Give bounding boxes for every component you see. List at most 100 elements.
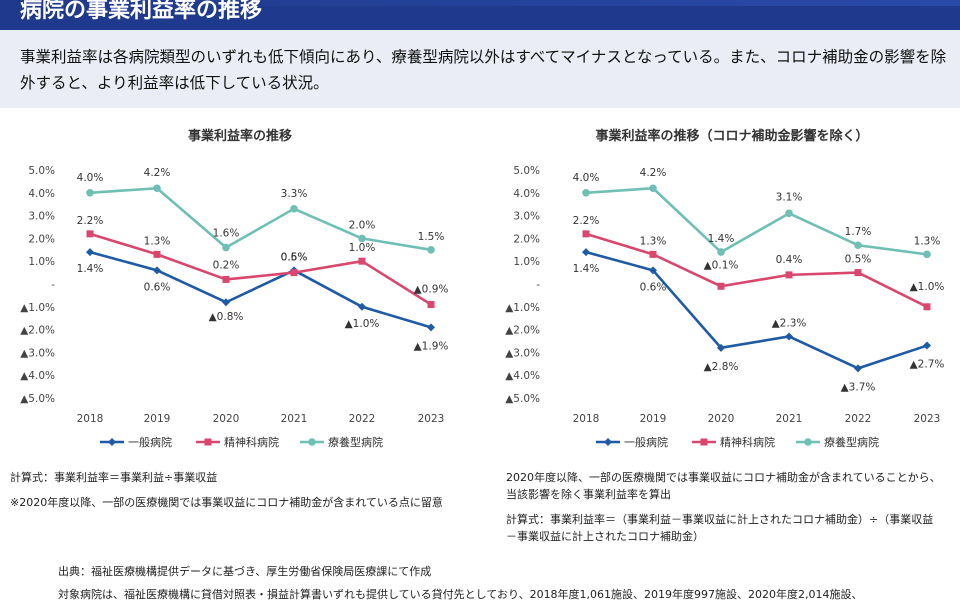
chart-2-data-label: ▲2.8% xyxy=(704,361,739,373)
chart-1-data-point xyxy=(222,243,230,252)
chart-1-ytick-label: - xyxy=(51,279,55,291)
chart-2-data-label: 0.6% xyxy=(640,281,667,293)
chart-2-data-label: 1.7% xyxy=(845,226,872,238)
chart-2-legend-marker xyxy=(700,438,708,446)
right-formula-line2: －事業収益に計上されたコロナ補助金） xyxy=(506,530,704,543)
chart-1-ytick-label: ▲2.0% xyxy=(20,325,55,337)
chart-1-data-point xyxy=(358,302,366,311)
chart-2-ytick-label: 1.0% xyxy=(513,256,540,268)
chart-2-data-label: 1.3% xyxy=(914,235,941,247)
chart-1-legend-label: 一般病院 xyxy=(128,435,172,449)
chart-2-xtick-label: 2021 xyxy=(776,413,803,425)
chart-2-data-label: ▲1.0% xyxy=(910,281,945,293)
chart-2-ytick-label: ▲2.0% xyxy=(505,325,540,337)
chart-2-title: 事業利益率の推移（コロナ補助金影響を除く） xyxy=(595,128,868,144)
chart-2-data-point xyxy=(923,250,931,259)
chart-2-series-line xyxy=(585,186,928,256)
chart-2-ytick-label: ▲3.0% xyxy=(505,347,540,359)
left-formula: 計算式：事業利益率＝事業利益÷事業収益 xyxy=(10,471,218,484)
chart-2-ytick-label: ▲5.0% xyxy=(505,393,540,405)
left-note: ※2020年度以降、一部の医療機関では事業収益にコロナ補助金が含まれている点に留… xyxy=(10,496,443,509)
chart-1-data-label: ▲1.0% xyxy=(345,318,380,330)
chart-1-title: 事業利益率の推移 xyxy=(188,128,292,144)
chart-2-data-point xyxy=(785,271,793,279)
chart-2-data-label: ▲2.7% xyxy=(910,359,945,371)
chart-1-data-label: 4.0% xyxy=(77,172,104,184)
chart-2-series-line xyxy=(585,250,928,370)
page-title: 病院の事業利益率の推移 xyxy=(20,0,263,23)
chart-1-data-point xyxy=(358,257,366,265)
chart-1-series-line xyxy=(89,186,432,252)
chart-2-series-line xyxy=(585,232,928,308)
chart-2-xtick-label: 2019 xyxy=(640,413,667,425)
chart-1-data-label: 0.5% xyxy=(281,252,308,264)
chart-1-data-label: 3.3% xyxy=(281,188,308,200)
chart-2-xtick-label: 2022 xyxy=(845,413,872,425)
chart-2-xtick-label: 2020 xyxy=(708,413,735,425)
chart-2-xtick-label: 2023 xyxy=(914,413,941,425)
chart-2-ytick-label: 3.0% xyxy=(513,211,540,223)
chart-2-data-label: 0.4% xyxy=(776,254,803,266)
chart-1-data-point xyxy=(427,301,435,309)
chart-1-xtick-label: 2020 xyxy=(213,413,240,425)
chart-2-data-point xyxy=(582,248,590,257)
chart-1-data-point xyxy=(427,323,435,332)
chart-1-ytick-label: 2.0% xyxy=(28,233,55,245)
chart-2-legend-label: 精神科病院 xyxy=(720,435,775,449)
chart-1-ytick-label: 4.0% xyxy=(28,188,55,200)
chart-1-data-label: 0.2% xyxy=(213,259,240,271)
chart-1-ytick-label: ▲4.0% xyxy=(20,370,55,382)
chart-1-xtick-label: 2022 xyxy=(349,413,376,425)
chart-2-ytick-label: 2.0% xyxy=(513,233,540,245)
chart-2-data-label: ▲0.1% xyxy=(704,259,739,271)
chart-1-xtick-label: 2019 xyxy=(144,413,171,425)
chart-1-data-label: ▲1.9% xyxy=(414,340,449,352)
chart-2-ytick-label: - xyxy=(536,279,540,291)
chart-1-data-label: ▲0.8% xyxy=(209,311,244,323)
right-formula-line1: 計算式：事業利益率＝（事業利益－事業収益に計上されたコロナ補助金）÷（事業収益 xyxy=(506,513,934,526)
chart-1-legend-label: 精神科病院 xyxy=(224,435,279,449)
summary-text: 事業利益率は各病院類型のいずれも低下傾向にあり、療養型病院以外はすべてマイナスと… xyxy=(20,48,947,92)
target-note: 対象病院は、福祉医療機構に貸借対照表・損益計算書いずれも提供している貸付先として… xyxy=(58,588,863,601)
right-note-line2: 当該影響を除く事業利益率を算出 xyxy=(506,488,671,501)
chart-1-data-label: 1.5% xyxy=(418,231,445,243)
chart-1-data-point xyxy=(153,184,161,193)
chart-2-data-point xyxy=(649,184,657,193)
chart-2-data-point xyxy=(785,332,793,341)
chart-2-legend-marker xyxy=(604,438,612,446)
chart-1-xtick-label: 2023 xyxy=(418,413,445,425)
chart-1-data-label: 0.6% xyxy=(144,281,171,293)
chart-1-data-label: ▲0.9% xyxy=(414,284,449,296)
chart-1-data-label: 2.2% xyxy=(77,215,104,227)
chart-1-data-point xyxy=(222,275,230,283)
chart-1-ytick-label: 5.0% xyxy=(28,165,55,177)
chart-2-data-point xyxy=(649,250,657,258)
chart-2-legend-marker xyxy=(804,438,812,446)
chart-1-data-point xyxy=(358,234,366,243)
chart-2-data-point xyxy=(582,189,590,197)
chart-1-data-point xyxy=(427,246,435,254)
chart-2-data-label: 0.5% xyxy=(845,254,872,266)
right-note-line1: 2020年度以降、一部の医療機関では事業収益にコロナ補助金が含まれていることから… xyxy=(506,471,941,484)
chart-1-data-label: 1.0% xyxy=(349,242,376,254)
chart-1-ytick-label: ▲3.0% xyxy=(20,347,55,359)
chart-1-xtick-label: 2018 xyxy=(77,413,104,425)
chart-2-data-point xyxy=(923,303,931,311)
chart-2-data-label: ▲2.3% xyxy=(772,317,807,329)
chart-1-xtick-label: 2021 xyxy=(281,413,308,425)
chart-1-data-point xyxy=(86,230,94,238)
chart-2-ytick-label: ▲4.0% xyxy=(505,370,540,382)
chart-2-ytick-label: ▲1.0% xyxy=(505,302,540,314)
chart-1-data-point xyxy=(86,189,94,197)
chart-1-data-point xyxy=(86,248,94,257)
source-note: 出典：福祉医療機構提供データに基づき、厚生労働省保険局医療課にて作成 xyxy=(58,565,432,578)
chart-2-data-label: 4.2% xyxy=(640,167,667,179)
chart-2-data-label: 4.0% xyxy=(573,172,600,184)
header-band xyxy=(0,0,960,6)
chart-2-xtick-label: 2018 xyxy=(573,413,600,425)
chart-1-legend-marker xyxy=(108,438,116,446)
chart-1-ytick-label: ▲5.0% xyxy=(20,393,55,405)
chart-1-data-point xyxy=(153,266,161,275)
chart-2-data-label: 1.3% xyxy=(640,235,667,247)
chart-1-series-line xyxy=(89,232,432,306)
